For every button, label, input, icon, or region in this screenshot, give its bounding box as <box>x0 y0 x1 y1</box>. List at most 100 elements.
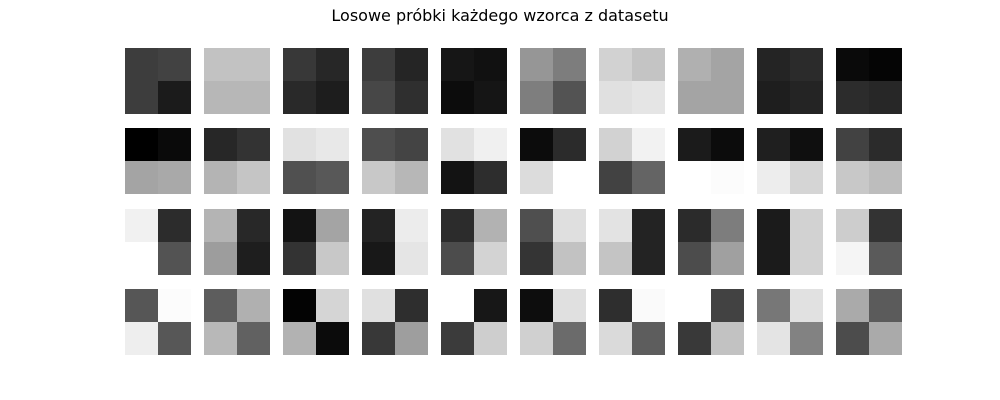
pixel-cell <box>869 128 902 161</box>
sample-panel <box>204 48 270 114</box>
pixel-cell <box>125 128 158 161</box>
pixel-cell <box>520 322 553 355</box>
pixel-cell <box>790 48 823 81</box>
pixel-cell <box>678 209 711 242</box>
sample-panel <box>520 48 586 114</box>
pixel-cell <box>283 289 316 322</box>
sample-panel <box>599 289 665 355</box>
pixel-cell <box>520 161 553 194</box>
pixel-cell <box>362 161 395 194</box>
pixel-cell <box>678 161 711 194</box>
pixel-cell <box>204 242 237 275</box>
sample-panel <box>362 289 428 355</box>
pixel-cell <box>836 322 869 355</box>
sample-panel <box>599 128 665 194</box>
pixel-cell <box>869 81 902 114</box>
pixel-cell <box>599 128 632 161</box>
pixel-cell <box>283 161 316 194</box>
pixel-cell <box>757 322 790 355</box>
pixel-cell <box>441 242 474 275</box>
sample-panel <box>599 48 665 114</box>
pixel-cell <box>836 209 869 242</box>
pixel-cell <box>204 128 237 161</box>
pixel-cell <box>711 242 744 275</box>
pixel-cell <box>395 289 428 322</box>
sample-panel <box>678 209 744 275</box>
pixel-cell <box>125 289 158 322</box>
pixel-cell <box>678 81 711 114</box>
sample-panel <box>678 48 744 114</box>
pixel-cell <box>836 128 869 161</box>
pixel-cell <box>553 242 586 275</box>
pixel-cell <box>520 48 553 81</box>
pixel-cell <box>869 161 902 194</box>
pixel-cell <box>474 161 507 194</box>
sample-panel <box>520 128 586 194</box>
pixel-cell <box>316 322 349 355</box>
pixel-cell <box>520 209 553 242</box>
pixel-cell <box>869 242 902 275</box>
sample-panel <box>441 289 507 355</box>
pixel-cell <box>204 48 237 81</box>
pixel-cell <box>599 242 632 275</box>
pixel-cell <box>158 161 191 194</box>
pixel-cell <box>474 209 507 242</box>
pixel-cell <box>316 161 349 194</box>
pixel-cell <box>283 128 316 161</box>
pixel-cell <box>553 161 586 194</box>
chart-title: Losowe próbki każdego wzorca z datasetu <box>331 6 669 25</box>
pixel-cell <box>362 322 395 355</box>
pixel-cell <box>757 81 790 114</box>
sample-panel <box>362 209 428 275</box>
sample-panel <box>362 128 428 194</box>
sample-panel <box>441 48 507 114</box>
pixel-cell <box>316 242 349 275</box>
pixel-cell <box>790 128 823 161</box>
pixel-cell <box>678 48 711 81</box>
pixel-cell <box>757 289 790 322</box>
pixel-cell <box>125 242 158 275</box>
pixel-cell <box>757 161 790 194</box>
pixel-cell <box>158 209 191 242</box>
pixel-cell <box>362 81 395 114</box>
pixel-cell <box>599 81 632 114</box>
pixel-cell <box>632 161 665 194</box>
pixel-cell <box>599 48 632 81</box>
pixel-cell <box>204 322 237 355</box>
pixel-cell <box>125 161 158 194</box>
pixel-cell <box>283 242 316 275</box>
pixel-cell <box>125 209 158 242</box>
pixel-cell <box>158 289 191 322</box>
sample-panel <box>836 128 902 194</box>
pixel-cell <box>836 242 869 275</box>
pixel-cell <box>632 48 665 81</box>
pixel-cell <box>869 48 902 81</box>
sample-panel <box>125 128 191 194</box>
sample-panel <box>757 48 823 114</box>
pixel-cell <box>711 161 744 194</box>
pixel-cell <box>125 322 158 355</box>
sample-panel <box>283 289 349 355</box>
pixel-cell <box>632 209 665 242</box>
pixel-cell <box>441 128 474 161</box>
sample-panel <box>836 209 902 275</box>
pixel-cell <box>836 161 869 194</box>
sample-panel <box>520 289 586 355</box>
pixel-cell <box>553 209 586 242</box>
sample-panel <box>678 289 744 355</box>
pixel-cell <box>790 242 823 275</box>
pixel-cell <box>204 161 237 194</box>
pixel-cell <box>678 289 711 322</box>
sample-panel <box>125 209 191 275</box>
pixel-cell <box>362 289 395 322</box>
pixel-cell <box>362 209 395 242</box>
pixel-cell <box>237 209 270 242</box>
sample-panel <box>520 209 586 275</box>
pixel-cell <box>599 289 632 322</box>
pixel-cell <box>678 322 711 355</box>
pixel-cell <box>316 209 349 242</box>
sample-panel <box>204 209 270 275</box>
pixel-cell <box>316 48 349 81</box>
pixel-cell <box>599 322 632 355</box>
